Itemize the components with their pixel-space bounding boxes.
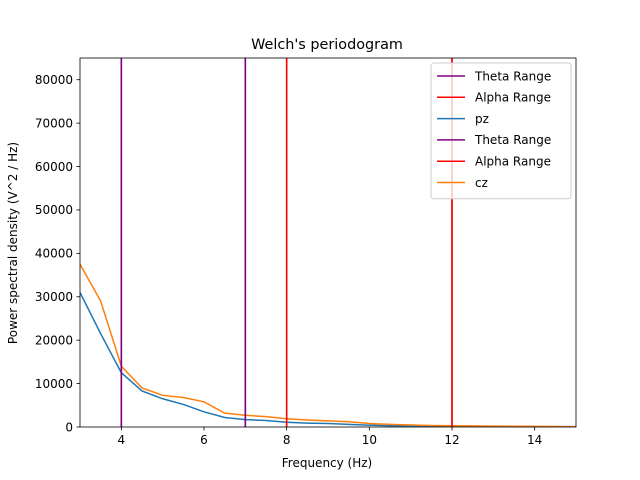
- y-tick-label: 20000: [35, 333, 73, 347]
- y-tick-label: 30000: [35, 290, 73, 304]
- y-tick-label: 10000: [35, 377, 73, 391]
- y-tick-label: 50000: [35, 203, 73, 217]
- x-axis-label: Frequency (Hz): [282, 456, 373, 470]
- legend-label: Alpha Range: [475, 91, 551, 105]
- x-tick-label: 8: [283, 433, 291, 447]
- series-line-pz: [80, 292, 576, 427]
- x-tick-label: 6: [200, 433, 208, 447]
- legend-label: Theta Range: [474, 133, 551, 147]
- y-axis-label: Power spectral density (V^2 / Hz): [6, 142, 20, 344]
- legend-label: Theta Range: [474, 69, 551, 83]
- y-tick-label: 80000: [35, 73, 73, 87]
- legend-label: pz: [475, 112, 489, 126]
- series-line-cz: [80, 263, 576, 427]
- legend-label: Alpha Range: [475, 155, 551, 169]
- y-tick-label: 70000: [35, 116, 73, 130]
- legend-label: cz: [475, 176, 488, 190]
- axes-frame: [79, 57, 577, 428]
- legend: Theta Range Alpha Range pz Theta Range Alpha…: [430, 62, 572, 200]
- legend-box: [430, 62, 572, 200]
- y-tick-label: 60000: [35, 160, 73, 174]
- x-tick-label: 4: [118, 433, 126, 447]
- chart-title: Welch's periodogram: [251, 37, 403, 53]
- x-tick-label: 12: [444, 433, 459, 447]
- y-tick-label: 40000: [35, 247, 73, 261]
- x-tick-label: 10: [362, 433, 377, 447]
- x-tick-label: 14: [527, 433, 542, 447]
- y-tick-label: 0: [65, 420, 73, 434]
